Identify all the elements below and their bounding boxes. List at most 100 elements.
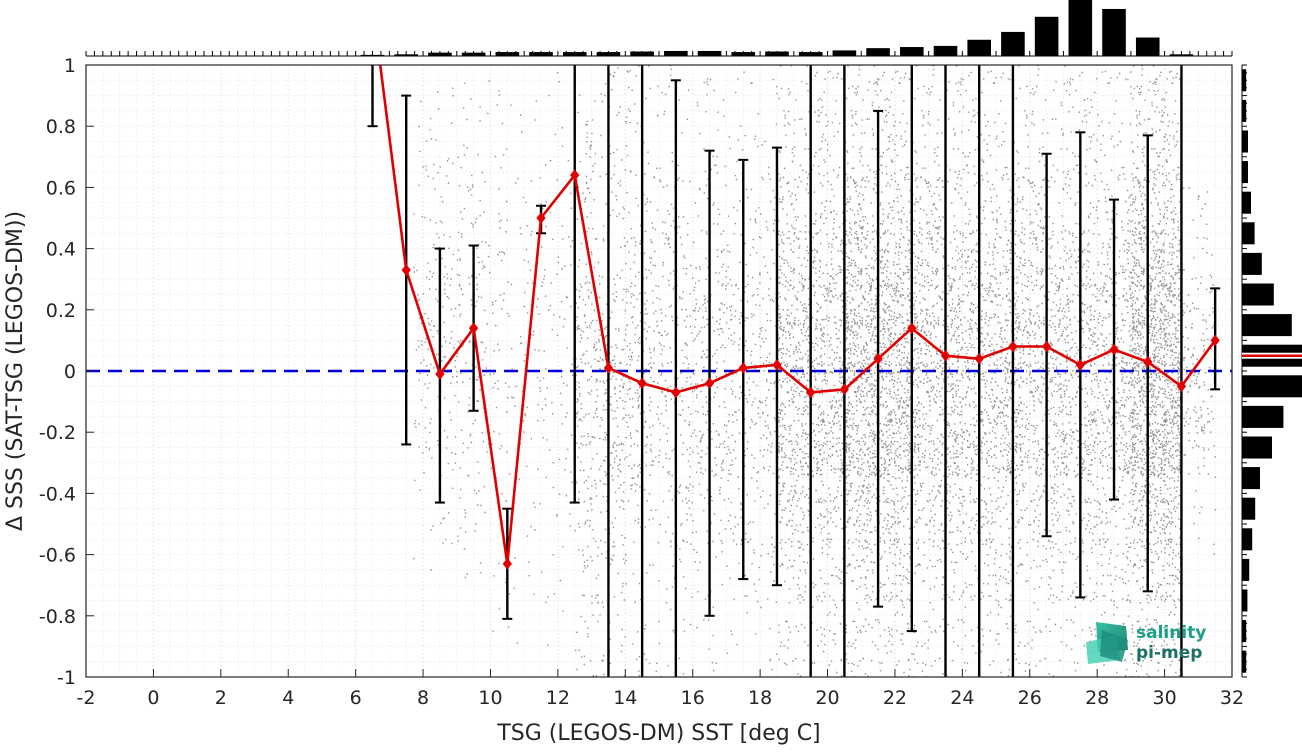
- top-histogram-bar: [630, 51, 654, 56]
- x-tick-label: 14: [613, 687, 637, 709]
- y-tick-label: 0.2: [46, 300, 76, 322]
- mean-marker: [907, 322, 917, 334]
- y-tick-label: -1: [57, 667, 76, 689]
- right-histogram-bar: [1242, 99, 1247, 122]
- y-tick-label: 1: [64, 55, 76, 77]
- mean-marker: [502, 557, 512, 570]
- mean-line: [369, 0, 1220, 570]
- x-tick-labels: -2 0 2 4 6 8 10 12 14 16 18 20 22 24 26 28 30 32: [77, 687, 1245, 709]
- mean-series-line: [378, 65, 1217, 566]
- salinity-pimep-logo: salinity pi-mep: [1086, 622, 1206, 664]
- x-tick-label: 30: [1152, 687, 1176, 709]
- y-tick-label: -0.4: [39, 483, 76, 505]
- right-histogram-bar: [1242, 314, 1292, 337]
- right-histogram: [1241, 64, 1302, 678]
- mean-marker: [536, 212, 546, 224]
- mean-marker: [435, 368, 445, 380]
- right-histogram-bar: [1242, 375, 1302, 398]
- right-histogram-bar: [1242, 161, 1248, 184]
- x-axis-title: TSG (LEGOS-DM) SST [deg C]: [496, 721, 820, 746]
- x-tick-label: 8: [417, 687, 429, 709]
- mean-marker: [1075, 359, 1085, 371]
- y-tick-label: 0: [64, 361, 76, 383]
- top-histogram-bar: [664, 50, 688, 56]
- y-tick-label: -0.6: [39, 545, 76, 567]
- mean-marker: [401, 264, 411, 276]
- y-tick-label: -0.2: [39, 422, 76, 444]
- top-histogram: [85, 0, 1233, 57]
- top-histogram-bar: [1169, 54, 1194, 56]
- right-histogram-bar: [1242, 467, 1260, 490]
- mean-marker: [839, 383, 850, 396]
- right-histogram-bar: [1242, 436, 1272, 459]
- x-tick-label: 4: [282, 687, 294, 709]
- top-histogram-bar: [832, 50, 857, 56]
- mean-marker: [806, 386, 816, 399]
- x-tick-label: 26: [1018, 687, 1042, 709]
- mean-marker: [603, 362, 614, 374]
- top-histogram-bar: [461, 52, 486, 56]
- right-histogram-bar: [1242, 222, 1255, 245]
- right-histogram-bar: [1242, 283, 1274, 306]
- x-tick-label: 18: [748, 687, 772, 709]
- top-histogram-bar: [1135, 37, 1160, 56]
- x-tick-label: 0: [147, 687, 159, 709]
- y-tick-label: -0.8: [39, 606, 76, 628]
- top-histogram-bar: [697, 50, 722, 56]
- y-tick-labels: -1 -0.8 -0.6 -0.4 -0.2 0 0.2 0.4 0.6 0.8 1: [39, 55, 76, 689]
- right-histogram-bar: [1242, 191, 1251, 214]
- right-histogram-bar: [1242, 69, 1247, 92]
- mean-marker: [940, 349, 951, 362]
- right-histogram-bar: [1242, 620, 1247, 643]
- top-histogram-bar: [360, 54, 385, 56]
- top-histogram-bar: [1034, 16, 1059, 56]
- y-tick-label: 0.4: [46, 239, 76, 261]
- top-histogram-bar: [1068, 0, 1093, 56]
- top-histogram-bar: [596, 52, 621, 56]
- top-histogram-bar: [899, 47, 924, 56]
- right-histogram-bar: [1242, 558, 1250, 581]
- right-histogram-bar: [1242, 497, 1256, 520]
- right-histogram-bar: [1242, 589, 1248, 612]
- right-histogram-bar: [1242, 130, 1248, 153]
- scatter-cloud: [413, 65, 1217, 677]
- top-histogram-bar: [562, 52, 587, 56]
- x-tick-label: 22: [883, 687, 907, 709]
- mean-marker: [1143, 356, 1153, 368]
- cube-icon: [1086, 622, 1128, 664]
- top-histogram-bar: [967, 39, 992, 56]
- mean-marker: [738, 362, 748, 374]
- y-axis-title: Δ SSS (SAT-TSG (LEGOS-DM)): [3, 211, 28, 531]
- mean-marker: [637, 377, 647, 390]
- right-histogram-bar: [1242, 528, 1253, 551]
- x-tick-label: 32: [1220, 687, 1244, 709]
- top-histogram-bar: [1001, 31, 1025, 56]
- mean-marker: [671, 386, 681, 399]
- mean-marker: [1041, 340, 1052, 353]
- x-tick-label: 24: [950, 687, 974, 709]
- x-tick-label: 12: [546, 687, 570, 709]
- axes: [85, 64, 1233, 678]
- top-histogram-bar: [1102, 8, 1126, 57]
- x-tick-label: 2: [215, 687, 227, 709]
- top-histogram-bar: [798, 52, 823, 56]
- mean-marker: [974, 352, 984, 365]
- scatter-points: [413, 65, 1217, 677]
- mean-marker: [1176, 380, 1187, 393]
- top-histogram-bar: [394, 54, 419, 56]
- right-histogram-bar: [1242, 650, 1247, 673]
- mean-marker: [1210, 334, 1220, 347]
- right-histogram-bar: [1242, 405, 1284, 428]
- top-histogram-bar: [866, 48, 890, 56]
- mean-marker: [1008, 340, 1018, 353]
- top-histogram-bar: [428, 52, 452, 56]
- mean-marker: [1109, 343, 1119, 356]
- mean-marker: [468, 322, 479, 334]
- mean-marker: [704, 377, 715, 390]
- mean-marker: [369, 0, 377, 9]
- right-histogram-bar: [1242, 252, 1262, 275]
- mean-marker: [570, 169, 580, 181]
- top-histogram-bar: [933, 45, 958, 56]
